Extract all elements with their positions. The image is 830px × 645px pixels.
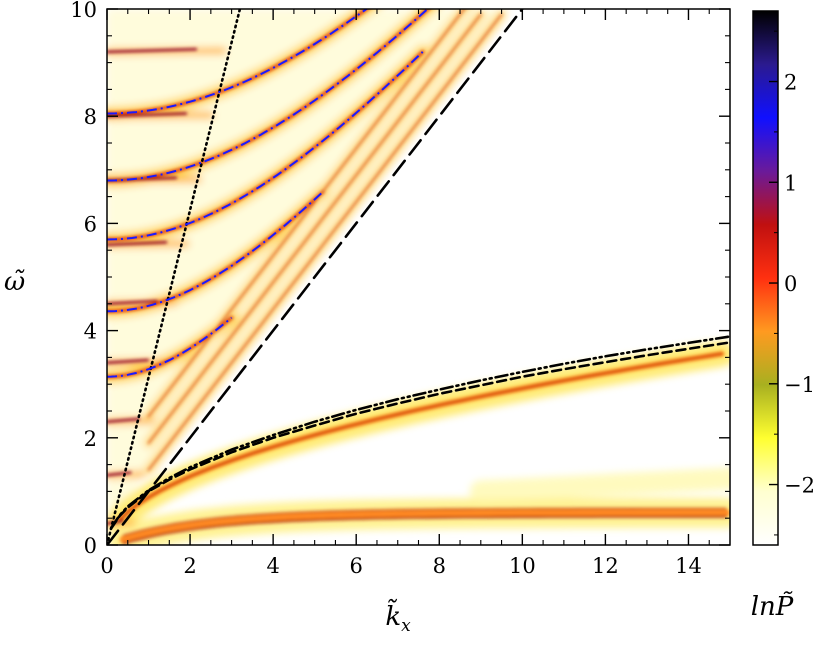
dispersion-curves — [107, 9, 730, 545]
curve-dashed — [109, 341, 730, 530]
x-tick-label: 8 — [433, 554, 446, 578]
y-tick-label: 4 — [84, 320, 97, 344]
x-tick-label: 12 — [592, 554, 619, 578]
y-tick-label: 6 — [84, 212, 97, 236]
left-band-core — [107, 240, 168, 247]
low-band-core — [122, 515, 727, 545]
x-tick-label: 10 — [509, 554, 536, 578]
left-band-core — [107, 112, 188, 118]
x-axis-title: k̃x — [385, 598, 411, 636]
colorbar: 2 1 0 −1 −2 lnP̃ — [751, 10, 815, 622]
diagonal-streak-core — [147, 13, 503, 471]
y-tick-label: 8 — [84, 105, 97, 129]
low-band-core-outer — [119, 508, 730, 544]
y-tick-label: 2 — [84, 427, 97, 451]
p-mode-curve-n5 — [107, 9, 369, 115]
colorbar-label: lnP̃ — [751, 591, 794, 622]
left-band-core — [107, 358, 149, 365]
colorbar-tick-label: −2 — [784, 474, 815, 498]
f-mode-core — [118, 352, 723, 522]
curve-long-dash — [107, 9, 524, 545]
colorbar-frame — [752, 10, 779, 546]
y-tick-label: 10 — [70, 0, 97, 22]
faint-band — [469, 467, 730, 503]
plot-area: 0 2 4 6 8 10 12 14 0 2 4 6 8 10 — [70, 0, 731, 578]
x-tick-label: 4 — [266, 554, 279, 578]
colorbar-tick-label: −1 — [784, 373, 815, 397]
p-mode-curve-n1 — [107, 316, 233, 378]
colorbar-gradient — [753, 11, 778, 545]
colorbar-tick-label: 2 — [784, 71, 797, 95]
colorbar-tick-label: 1 — [784, 171, 797, 195]
x-axis-title-main: k̃ — [385, 598, 401, 632]
x-axis: 0 2 4 6 8 10 12 14 — [100, 9, 710, 578]
p-mode-curve-n2 — [107, 191, 324, 313]
left-band-core — [107, 417, 140, 423]
left-band-core — [107, 299, 159, 306]
x-axis-title-subscript: x — [401, 616, 411, 636]
x-tick-label: 0 — [100, 554, 113, 578]
curve-dash-dot-dot — [109, 335, 730, 530]
p-mode-curve-n4 — [107, 9, 430, 182]
heat-background-wedge — [107, 9, 730, 545]
diagonal-streak-core — [147, 9, 466, 418]
left-band-core — [107, 47, 198, 54]
left-band-core — [107, 471, 132, 477]
x-tick-label: 2 — [183, 554, 196, 578]
y-axis: 0 2 4 6 8 10 — [70, 0, 730, 558]
left-band-core — [107, 176, 178, 182]
y-tick-label: 0 — [84, 534, 97, 558]
y-axis-title: ω̃ — [4, 267, 25, 297]
colorbar-ticks: 2 1 0 −1 −2 — [769, 30, 815, 536]
p-mode-curve-n3 — [107, 51, 424, 241]
colorbar-tick-label: 0 — [784, 272, 797, 296]
low-band-core-upper — [122, 507, 727, 537]
x-tick-label: 14 — [675, 554, 702, 578]
curve-dotted — [107, 9, 242, 545]
diagonal-streak-core — [147, 13, 482, 445]
x-tick-label: 6 — [350, 554, 363, 578]
